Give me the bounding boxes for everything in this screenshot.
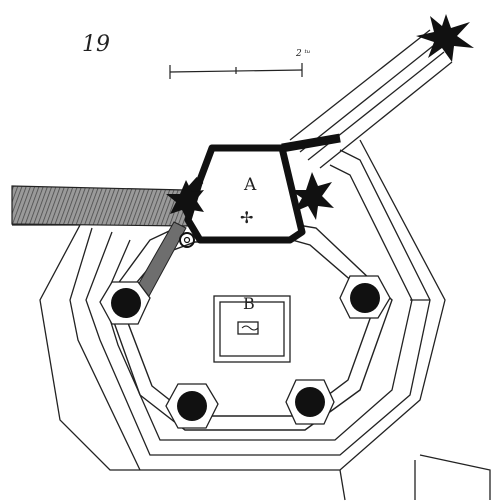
room-a-label: A xyxy=(244,175,257,195)
column-top-left xyxy=(99,281,151,325)
ring-icon xyxy=(179,232,195,248)
column-bottom-left xyxy=(165,383,219,429)
room-b-label: B xyxy=(243,294,255,313)
scale-label: 2 ᵗᵘ xyxy=(296,49,311,59)
star-burst-icon xyxy=(166,180,204,222)
star-burst-icon xyxy=(416,14,474,62)
cross-icon: ✢ xyxy=(240,208,254,227)
column-top-right xyxy=(339,275,391,319)
upper-right-tunnel xyxy=(289,29,453,169)
scale-bar xyxy=(169,63,303,79)
chamber-b xyxy=(213,295,291,363)
left-tunnel xyxy=(11,185,191,227)
column-bottom-right xyxy=(285,379,335,425)
figure-number: 19 xyxy=(82,32,110,57)
star-burst-icon xyxy=(290,172,334,220)
